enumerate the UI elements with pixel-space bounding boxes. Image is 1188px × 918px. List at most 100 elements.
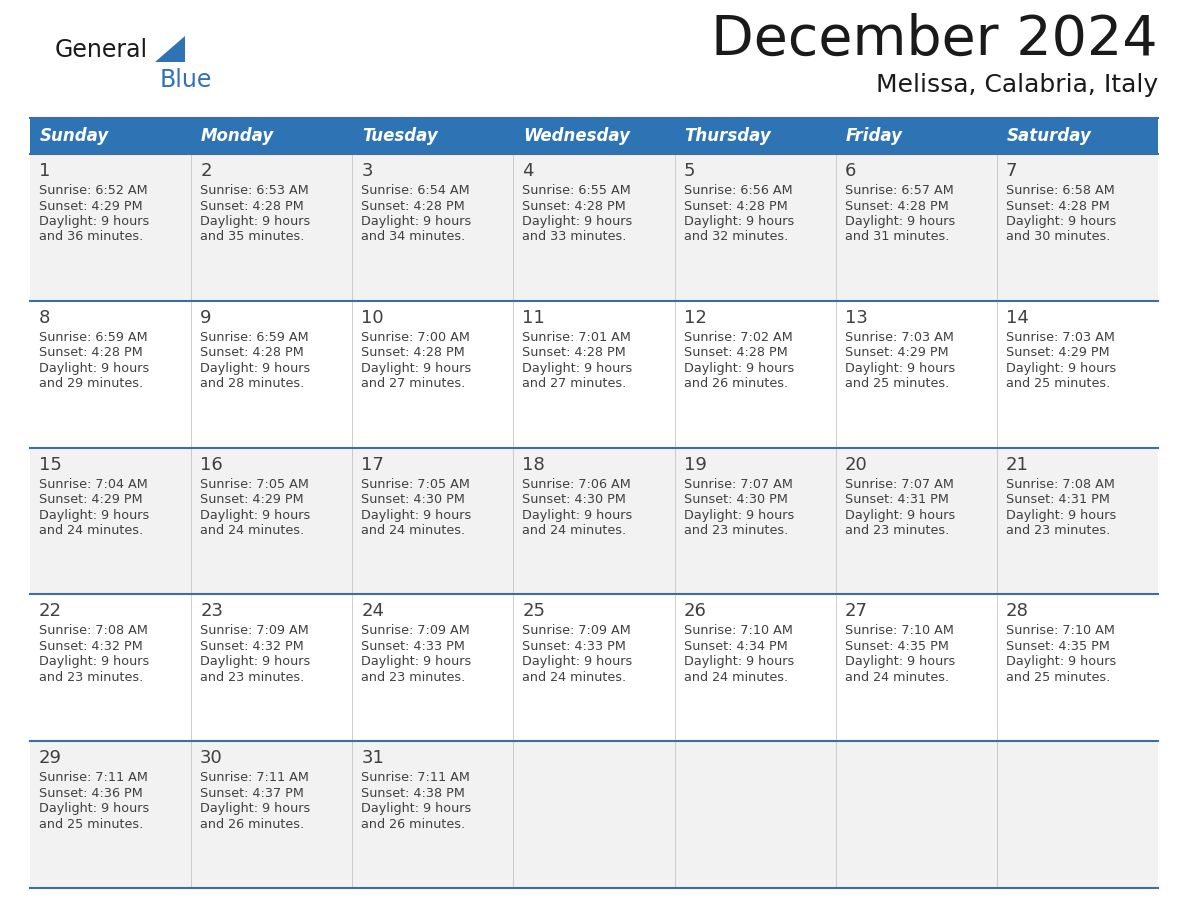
Text: Sunset: 4:29 PM: Sunset: 4:29 PM [845,346,948,359]
Bar [835,154,997,301]
Bar [353,301,513,448]
Text: Sunrise: 7:10 AM: Sunrise: 7:10 AM [1006,624,1114,637]
Text: Sunrise: 6:58 AM: Sunrise: 6:58 AM [1006,184,1114,197]
Text: Daylight: 9 hours: Daylight: 9 hours [39,509,150,521]
Bar [997,118,1158,154]
Text: 26: 26 [683,602,707,621]
Text: and 23 minutes.: and 23 minutes. [845,524,949,537]
Text: and 25 minutes.: and 25 minutes. [1006,377,1110,390]
Text: and 26 minutes.: and 26 minutes. [200,818,304,831]
Text: 25: 25 [523,602,545,621]
Text: Sunset: 4:29 PM: Sunset: 4:29 PM [39,199,143,212]
Text: Sunset: 4:36 PM: Sunset: 4:36 PM [39,787,143,800]
Bar [30,301,191,448]
Text: 10: 10 [361,308,384,327]
Bar [835,741,997,888]
Text: Daylight: 9 hours: Daylight: 9 hours [200,215,310,228]
Text: Sunrise: 7:08 AM: Sunrise: 7:08 AM [39,624,147,637]
Text: Sunset: 4:29 PM: Sunset: 4:29 PM [200,493,304,506]
Text: Sunrise: 7:10 AM: Sunrise: 7:10 AM [683,624,792,637]
Bar [191,118,353,154]
Text: Sunset: 4:29 PM: Sunset: 4:29 PM [1006,346,1110,359]
Text: and 23 minutes.: and 23 minutes. [683,524,788,537]
Bar [513,448,675,594]
Text: Sunrise: 6:57 AM: Sunrise: 6:57 AM [845,184,954,197]
Text: Daylight: 9 hours: Daylight: 9 hours [523,655,633,668]
Text: 20: 20 [845,455,867,474]
Text: and 30 minutes.: and 30 minutes. [1006,230,1111,243]
Text: and 26 minutes.: and 26 minutes. [361,818,466,831]
Bar [513,118,675,154]
Text: Daylight: 9 hours: Daylight: 9 hours [200,509,310,521]
Text: Sunset: 4:33 PM: Sunset: 4:33 PM [361,640,466,653]
Text: Daylight: 9 hours: Daylight: 9 hours [845,215,955,228]
Text: 23: 23 [200,602,223,621]
Text: Sunset: 4:28 PM: Sunset: 4:28 PM [683,199,788,212]
Text: and 26 minutes.: and 26 minutes. [683,377,788,390]
Text: Sunrise: 7:10 AM: Sunrise: 7:10 AM [845,624,954,637]
Text: Sunset: 4:33 PM: Sunset: 4:33 PM [523,640,626,653]
Bar [835,118,997,154]
Text: 11: 11 [523,308,545,327]
Text: Sunset: 4:28 PM: Sunset: 4:28 PM [845,199,948,212]
Text: 21: 21 [1006,455,1029,474]
Text: Daylight: 9 hours: Daylight: 9 hours [683,362,794,375]
Text: Monday: Monday [201,127,274,145]
Text: Sunrise: 7:09 AM: Sunrise: 7:09 AM [200,624,309,637]
Text: and 24 minutes.: and 24 minutes. [845,671,949,684]
Text: Sunset: 4:29 PM: Sunset: 4:29 PM [39,493,143,506]
Text: and 33 minutes.: and 33 minutes. [523,230,627,243]
Text: 29: 29 [39,749,62,767]
Text: Sunset: 4:35 PM: Sunset: 4:35 PM [845,640,948,653]
Text: Daylight: 9 hours: Daylight: 9 hours [361,802,472,815]
Text: Sunrise: 7:02 AM: Sunrise: 7:02 AM [683,330,792,344]
Text: 13: 13 [845,308,867,327]
Text: Sunset: 4:32 PM: Sunset: 4:32 PM [200,640,304,653]
Text: and 24 minutes.: and 24 minutes. [523,671,626,684]
Bar [353,118,513,154]
Text: Sunset: 4:34 PM: Sunset: 4:34 PM [683,640,788,653]
Text: Sunset: 4:28 PM: Sunset: 4:28 PM [200,199,304,212]
Bar [30,118,191,154]
Text: 12: 12 [683,308,707,327]
Bar [513,301,675,448]
Text: Daylight: 9 hours: Daylight: 9 hours [523,215,633,228]
Text: Sunrise: 7:11 AM: Sunrise: 7:11 AM [361,771,470,784]
Text: 19: 19 [683,455,707,474]
Bar [30,448,191,594]
Text: 28: 28 [1006,602,1029,621]
Text: Sunrise: 7:07 AM: Sunrise: 7:07 AM [845,477,954,490]
Text: Sunset: 4:37 PM: Sunset: 4:37 PM [200,787,304,800]
Bar [191,154,353,301]
Text: Sunrise: 7:05 AM: Sunrise: 7:05 AM [200,477,309,490]
Text: 17: 17 [361,455,384,474]
Text: Sunset: 4:31 PM: Sunset: 4:31 PM [845,493,948,506]
Text: Daylight: 9 hours: Daylight: 9 hours [39,362,150,375]
Bar [353,741,513,888]
Bar [30,154,191,301]
Text: Sunrise: 7:11 AM: Sunrise: 7:11 AM [200,771,309,784]
Text: Wednesday: Wednesday [524,127,631,145]
Text: 30: 30 [200,749,223,767]
Text: Sunset: 4:28 PM: Sunset: 4:28 PM [361,199,465,212]
Bar [997,154,1158,301]
Text: Friday: Friday [846,127,903,145]
Text: Daylight: 9 hours: Daylight: 9 hours [1006,215,1116,228]
Bar [675,154,835,301]
Text: Sunset: 4:30 PM: Sunset: 4:30 PM [523,493,626,506]
Text: Sunset: 4:28 PM: Sunset: 4:28 PM [39,346,143,359]
Text: Sunrise: 7:09 AM: Sunrise: 7:09 AM [361,624,470,637]
Text: Daylight: 9 hours: Daylight: 9 hours [1006,362,1116,375]
Text: Sunrise: 7:05 AM: Sunrise: 7:05 AM [361,477,470,490]
Text: and 24 minutes.: and 24 minutes. [361,524,466,537]
Text: Sunrise: 6:59 AM: Sunrise: 6:59 AM [200,330,309,344]
Text: and 24 minutes.: and 24 minutes. [683,671,788,684]
Text: 15: 15 [39,455,62,474]
Text: Sunset: 4:30 PM: Sunset: 4:30 PM [361,493,466,506]
Text: Sunrise: 7:09 AM: Sunrise: 7:09 AM [523,624,631,637]
Text: and 24 minutes.: and 24 minutes. [200,524,304,537]
Text: Daylight: 9 hours: Daylight: 9 hours [200,802,310,815]
Text: Sunrise: 7:07 AM: Sunrise: 7:07 AM [683,477,792,490]
Text: 27: 27 [845,602,867,621]
Text: Sunset: 4:28 PM: Sunset: 4:28 PM [1006,199,1110,212]
